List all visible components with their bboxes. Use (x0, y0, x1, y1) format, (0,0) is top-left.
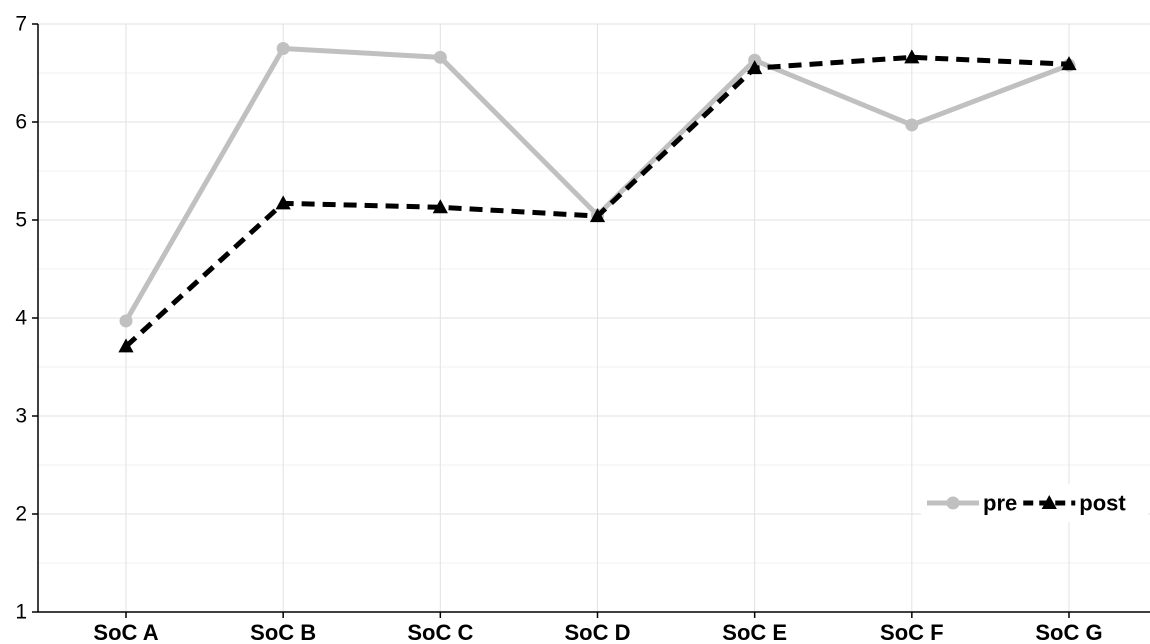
series-group (118, 42, 1077, 353)
x-tick-label: SoC E (722, 620, 787, 644)
legend-label: post (1079, 491, 1126, 516)
data-point-pre (276, 42, 290, 55)
data-point-post (747, 60, 763, 75)
legend-item-post: post (1023, 491, 1126, 516)
x-tick-label: SoC B (250, 620, 316, 644)
axes: 1 2 3 4 5 6 7 SoC A SoC B SoC C SoC D SoC E SoC F SoC… (15, 13, 1150, 644)
x-tick-label: SoC C (407, 620, 473, 644)
data-point-post (275, 195, 291, 210)
legend-label: pre (983, 491, 1017, 516)
y-tick-label: 5 (15, 209, 27, 232)
data-point-post (589, 208, 606, 223)
legend-key-marker (1041, 495, 1057, 509)
x-tick-label: SoC F (880, 620, 944, 644)
x-tick-label: SoC A (93, 620, 158, 644)
y-tick-label: 6 (15, 111, 27, 134)
data-point-post (432, 199, 448, 214)
y-tick-label: 2 (15, 503, 27, 526)
legend-key-marker (946, 496, 960, 510)
x-tick-label: SoC D (565, 620, 631, 644)
legend-item-pre: pre (927, 491, 1017, 516)
data-point-pre (433, 50, 447, 64)
data-point-post (118, 338, 134, 353)
data-point-pre (905, 118, 919, 132)
data-point-pre (119, 314, 133, 328)
data-point-post (904, 49, 920, 64)
y-tick-label: 7 (15, 13, 27, 36)
x-tick-label: SoC G (1035, 620, 1102, 644)
series-post (118, 49, 1077, 353)
y-tick-label: 1 (15, 601, 27, 624)
data-point-post (1061, 56, 1077, 71)
y-tick-label: 4 (15, 307, 27, 330)
legend: pre post (921, 484, 1148, 522)
y-tick-label: 3 (15, 405, 27, 428)
